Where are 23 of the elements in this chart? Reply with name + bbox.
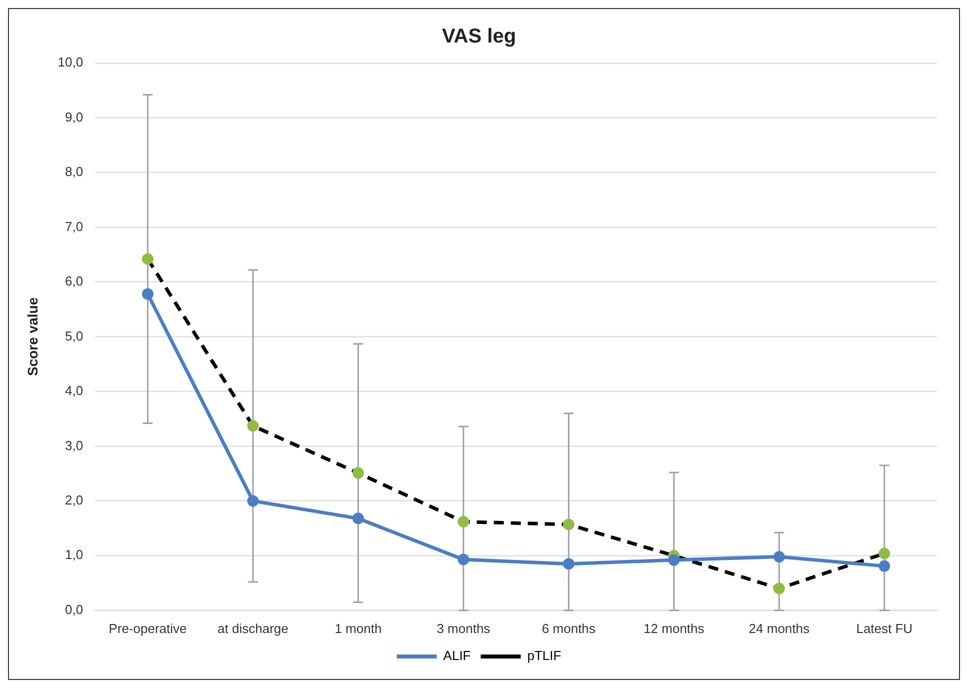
legend-label: ALIF: [443, 648, 471, 664]
y-tick-label: 4,0: [65, 383, 84, 398]
x-tick-label: 12 months: [644, 620, 705, 636]
x-tick-label: 3 months: [436, 620, 491, 636]
x-tick-label: 24 months: [748, 620, 810, 636]
y-tick-label: 2,0: [65, 492, 84, 508]
y-tick-label: 7,0: [65, 218, 84, 234]
y-tick-label: 9,0: [65, 109, 84, 124]
y-tick-label: 1,0: [65, 547, 84, 562]
y-tick-label: 3,0: [65, 438, 84, 453]
x-tick-label: at discharge: [218, 620, 288, 636]
y-axis-title: Score value: [24, 297, 40, 376]
y-tick-label: 6,0: [65, 274, 84, 289]
x-tick-label: Latest FU: [856, 620, 913, 636]
x-tick-label: 6 months: [542, 620, 596, 636]
x-tick-label: 1 month: [334, 620, 382, 636]
y-tick-label: 10,0: [58, 54, 84, 70]
y-tick-label: 0,0: [65, 602, 84, 617]
y-tick-label: 5,0: [65, 328, 84, 344]
y-tick-label: 8,0: [65, 164, 84, 180]
chart-title: VAS leg: [442, 26, 516, 48]
x-tick-label: Pre-operative: [108, 620, 187, 636]
legend-label: pTLIF: [527, 648, 562, 664]
